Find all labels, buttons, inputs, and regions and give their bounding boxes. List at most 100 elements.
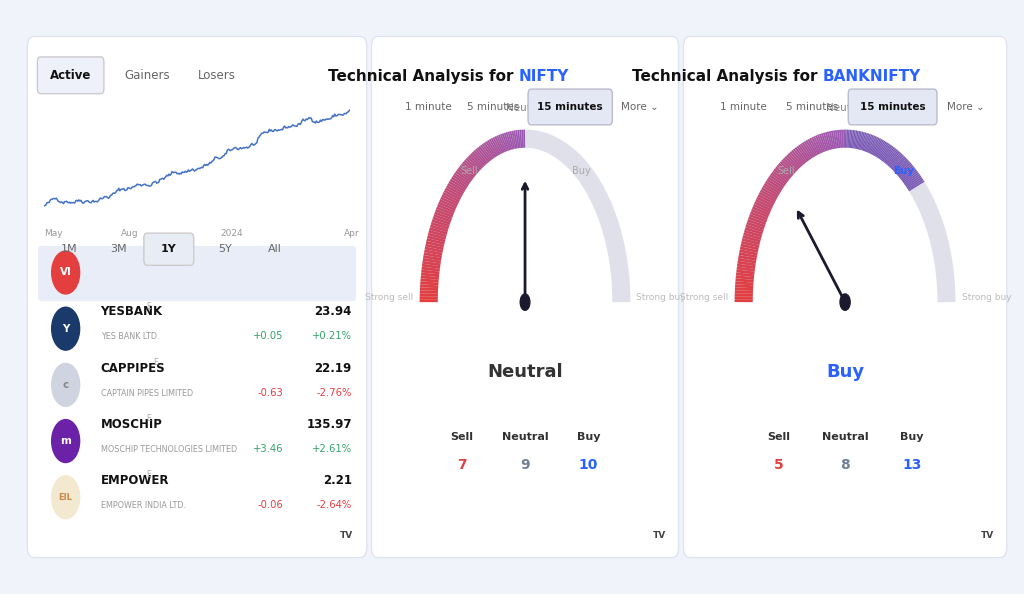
FancyBboxPatch shape [848, 89, 937, 125]
Text: -2.12%: -2.12% [316, 275, 352, 285]
Text: 8: 8 [841, 458, 850, 472]
Text: E: E [146, 414, 152, 423]
Circle shape [520, 294, 529, 310]
Text: Gainers: Gainers [124, 69, 170, 82]
Text: YESBANK: YESBANK [100, 305, 163, 318]
Text: CAPTAIN PIPES LIMITED: CAPTAIN PIPES LIMITED [100, 388, 193, 397]
Text: Buy: Buy [571, 166, 590, 176]
Text: Buy: Buy [894, 166, 914, 176]
Text: +3.46: +3.46 [253, 444, 284, 454]
Text: BANKNIFTY: BANKNIFTY [823, 69, 922, 84]
Circle shape [51, 364, 80, 406]
Text: Apr: Apr [343, 229, 359, 238]
Text: 3M: 3M [111, 244, 127, 254]
Text: 9: 9 [520, 458, 529, 472]
FancyBboxPatch shape [37, 57, 103, 94]
Text: 23.94: 23.94 [314, 305, 352, 318]
FancyBboxPatch shape [683, 36, 1007, 558]
Text: 15 minutes: 15 minutes [538, 102, 603, 112]
Text: Sell: Sell [777, 166, 795, 176]
Text: 10: 10 [579, 458, 598, 472]
Text: Strong buy: Strong buy [963, 292, 1012, 302]
FancyBboxPatch shape [38, 246, 356, 301]
Text: MOSCHIP: MOSCHIP [100, 418, 163, 431]
Text: TV: TV [653, 530, 667, 540]
Text: EMPOWER INDIA LTD.: EMPOWER INDIA LTD. [100, 501, 185, 510]
Text: Sell: Sell [767, 432, 791, 443]
Text: Technical Analysis for: Technical Analysis for [329, 69, 519, 84]
FancyBboxPatch shape [28, 36, 367, 558]
Text: 2024: 2024 [220, 229, 243, 238]
Text: Buy: Buy [900, 432, 924, 443]
Circle shape [51, 476, 80, 519]
Text: -2.64%: -2.64% [316, 500, 352, 510]
Text: Sell: Sell [461, 166, 478, 176]
Text: Neutral: Neutral [506, 103, 545, 113]
Text: Strong buy: Strong buy [637, 292, 686, 302]
Text: 7: 7 [457, 458, 467, 472]
Text: TV: TV [981, 530, 994, 540]
Text: 1M: 1M [60, 244, 77, 254]
Text: NIFTY: NIFTY [519, 69, 569, 84]
Text: VODAFONE IDEA LIMITED: VODAFONE IDEA LIMITED [100, 276, 201, 285]
Text: 15 minutes: 15 minutes [860, 102, 926, 112]
Text: E: E [146, 470, 152, 479]
Text: YES BANK LTD.: YES BANK LTD. [100, 333, 159, 342]
Text: E: E [146, 302, 152, 311]
Text: Buy: Buy [577, 432, 600, 443]
Text: EIL: EIL [58, 493, 73, 502]
Text: IDEA: IDEA [100, 249, 132, 263]
FancyBboxPatch shape [372, 36, 679, 558]
Text: Strong sell: Strong sell [680, 292, 728, 302]
Text: Y: Y [62, 324, 70, 334]
Text: -0.28: -0.28 [258, 275, 284, 285]
Text: +0.21%: +0.21% [311, 331, 352, 342]
Circle shape [840, 294, 850, 310]
Text: VI: VI [59, 267, 72, 277]
Text: +0.05: +0.05 [253, 331, 284, 342]
Text: +2.61%: +2.61% [311, 444, 352, 454]
Text: Neutral: Neutral [825, 103, 864, 113]
Text: 5: 5 [774, 458, 783, 472]
Text: 135.97: 135.97 [306, 418, 352, 431]
Text: MOSCHIP TECHNOLOGIES LIMITED: MOSCHIP TECHNOLOGIES LIMITED [100, 445, 237, 454]
Text: Neutral: Neutral [502, 432, 549, 443]
Text: E: E [153, 358, 158, 367]
Text: 22.19: 22.19 [314, 362, 352, 375]
Text: 2.21: 2.21 [323, 474, 352, 487]
Text: Aug: Aug [121, 229, 138, 238]
Text: 5 minutes: 5 minutes [467, 102, 519, 112]
Circle shape [51, 251, 80, 294]
Text: Technical Analysis for: Technical Analysis for [632, 69, 823, 84]
Text: 1 minute: 1 minute [404, 102, 452, 112]
Text: Losers: Losers [198, 69, 236, 82]
Text: CAPPIPES: CAPPIPES [100, 362, 165, 375]
Text: More ⌄: More ⌄ [622, 102, 659, 112]
Circle shape [51, 419, 80, 463]
Text: Active: Active [50, 69, 91, 82]
Text: Neutral: Neutral [487, 364, 563, 381]
Text: EMPOWER: EMPOWER [100, 474, 169, 487]
Text: -0.06: -0.06 [258, 500, 284, 510]
Text: Sell: Sell [451, 432, 473, 443]
Text: Neutral: Neutral [822, 432, 868, 443]
Text: Strong sell: Strong sell [366, 292, 414, 302]
Text: E: E [128, 245, 132, 255]
Text: -0.63: -0.63 [258, 388, 284, 397]
Text: 1Y: 1Y [161, 244, 177, 254]
Text: All: All [268, 244, 283, 254]
Text: TV: TV [340, 530, 353, 540]
Text: m: m [60, 436, 71, 446]
Text: -2.76%: -2.76% [316, 388, 352, 397]
Text: 1 minute: 1 minute [720, 102, 766, 112]
Text: c: c [62, 380, 69, 390]
Circle shape [51, 307, 80, 350]
FancyBboxPatch shape [528, 89, 612, 125]
Text: May: May [44, 229, 62, 238]
Text: Buy: Buy [826, 364, 864, 381]
Text: 13: 13 [902, 458, 922, 472]
FancyBboxPatch shape [143, 233, 194, 266]
Text: 5 minutes: 5 minutes [785, 102, 838, 112]
Text: 5Y: 5Y [218, 244, 232, 254]
Text: More ⌄: More ⌄ [947, 102, 985, 112]
